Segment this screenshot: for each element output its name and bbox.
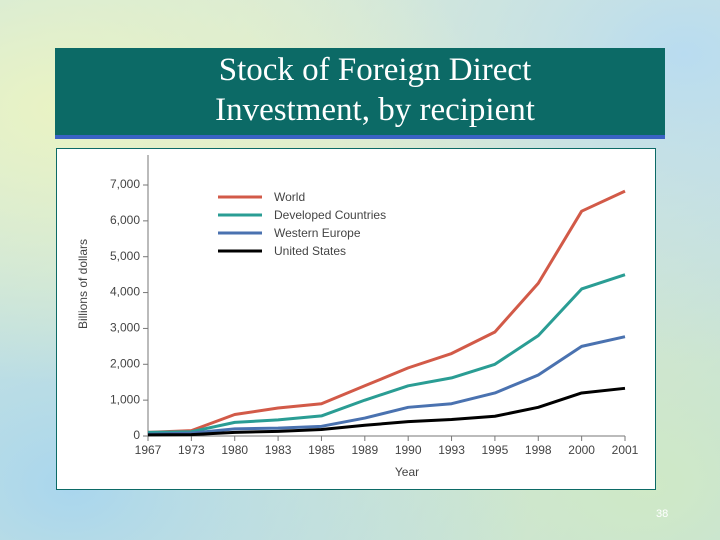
series-line <box>147 273 626 434</box>
x-tick-label: 1967 <box>135 443 162 457</box>
x-tick-label: 1985 <box>308 443 335 457</box>
x-axis-label: Year <box>395 465 419 479</box>
x-tick-label: 1998 <box>525 443 552 457</box>
x-tick-label: 2001 <box>612 443 639 457</box>
series-line <box>147 386 626 437</box>
y-tick-label: 4,000 <box>110 285 140 299</box>
x-tick-label: 1973 <box>178 443 205 457</box>
legend-label: World <box>274 190 305 204</box>
x-tick-label: 1995 <box>482 443 509 457</box>
y-tick-label: 2,000 <box>110 356 140 370</box>
x-tick-label: 1983 <box>265 443 292 457</box>
page-number: 38 <box>656 508 669 520</box>
y-tick-label: 3,000 <box>110 321 140 335</box>
series-line <box>147 189 626 434</box>
legend-label: United States <box>274 244 346 258</box>
x-tick-label: 1990 <box>395 443 422 457</box>
x-tick-label: 1989 <box>351 443 378 457</box>
y-tick-label: 7,000 <box>110 177 140 191</box>
y-axis-label: Billions of dollars <box>76 239 90 329</box>
y-tick-label: 1,000 <box>110 392 140 406</box>
y-tick-label: 6,000 <box>110 213 140 227</box>
y-tick-label: 0 <box>133 428 140 442</box>
slide-title: Stock of Foreign Direct Investment, by r… <box>215 52 535 128</box>
legend-label: Western Europe <box>274 226 361 240</box>
header: Stock of Foreign Direct Investment, by r… <box>55 48 665 139</box>
series-line <box>147 335 626 436</box>
x-tick-label: 1993 <box>438 443 465 457</box>
legend-label: Developed Countries <box>274 208 386 222</box>
y-tick-label: 5,000 <box>110 249 140 263</box>
x-tick-label: 2000 <box>568 443 595 457</box>
x-tick-label: 1980 <box>221 443 248 457</box>
